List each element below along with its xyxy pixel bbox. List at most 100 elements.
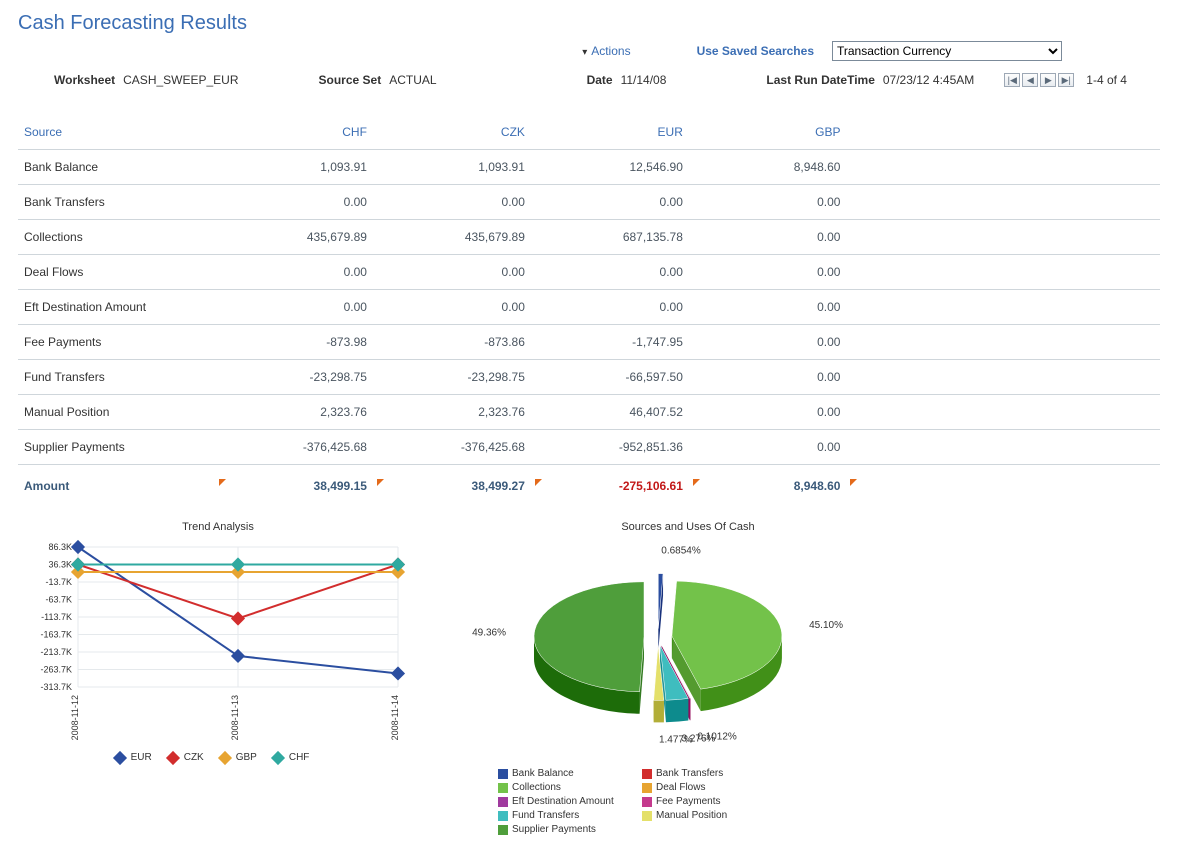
amount-value: 38,499.27 xyxy=(373,465,531,504)
col-chf[interactable]: CHF xyxy=(215,115,373,150)
table-row: Fund Transfers-23,298.75-23,298.75-66,59… xyxy=(18,360,1160,395)
cell-value: 435,679.89 xyxy=(215,220,373,255)
trend-chart-svg: 86.3K36.3K-13.7K-63.7K-113.7K-163.7K-213… xyxy=(18,537,418,747)
sourceset-label: Source Set xyxy=(319,73,382,87)
table-row: Fee Payments-873.98-873.86-1,747.950.00 xyxy=(18,325,1160,360)
legend-swatch-icon xyxy=(498,797,508,807)
pager-next-icon[interactable]: ▶ xyxy=(1040,73,1056,87)
legend-marker-icon xyxy=(166,751,180,765)
legend-item: Fee Payments xyxy=(642,795,772,809)
cell-value: -66,597.50 xyxy=(531,360,689,395)
cell-value: 0.00 xyxy=(373,290,531,325)
legend-item: GBP xyxy=(218,751,257,765)
legend-item: Bank Balance xyxy=(498,767,628,781)
lastrun-value: 07/23/12 4:45AM xyxy=(883,73,974,87)
pager-first-icon[interactable]: |◀ xyxy=(1004,73,1020,87)
amount-value: 38,499.15 xyxy=(215,465,373,504)
results-table: Source CHF CZK EUR GBP Bank Balance1,093… xyxy=(18,115,1160,503)
legend-swatch-icon xyxy=(498,783,508,793)
legend-swatch-icon xyxy=(498,769,508,779)
col-gbp[interactable]: GBP xyxy=(689,115,847,150)
legend-item: Collections xyxy=(498,781,628,795)
cell-value: -23,298.75 xyxy=(373,360,531,395)
cell-value: -873.98 xyxy=(215,325,373,360)
cell-value: 46,407.52 xyxy=(531,395,689,430)
flag-icon xyxy=(219,479,226,486)
pager-prev-icon[interactable]: ◀ xyxy=(1022,73,1038,87)
svg-text:49.36%: 49.36% xyxy=(472,627,506,638)
flag-icon xyxy=(377,479,384,486)
svg-text:2008-11-12: 2008-11-12 xyxy=(70,695,80,740)
meta-row: Worksheet CASH_SWEEP_EUR Source Set ACTU… xyxy=(18,73,1160,87)
cell-value: 0.00 xyxy=(689,430,847,465)
legend-swatch-icon xyxy=(498,825,508,835)
row-label: Collections xyxy=(18,220,215,255)
lastrun-label: Last Run DateTime xyxy=(766,73,874,87)
svg-text:45.10%: 45.10% xyxy=(809,620,843,631)
saved-search-label: Use Saved Searches xyxy=(697,44,814,58)
pager-text: 1-4 of 4 xyxy=(1086,73,1127,87)
table-header-row: Source CHF CZK EUR GBP xyxy=(18,115,1160,150)
cell-value: -376,425.68 xyxy=(215,430,373,465)
legend-marker-icon xyxy=(271,751,285,765)
legend-swatch-icon xyxy=(498,811,508,821)
amount-value: -275,106.61 xyxy=(531,465,689,504)
date-value: 11/14/08 xyxy=(621,73,667,87)
row-label: Supplier Payments xyxy=(18,430,215,465)
trend-chart: Trend Analysis 86.3K36.3K-13.7K-63.7K-11… xyxy=(18,521,418,837)
cell-value: -873.86 xyxy=(373,325,531,360)
trend-chart-title: Trend Analysis xyxy=(18,521,418,533)
cell-value: 0.00 xyxy=(689,220,847,255)
row-label: Eft Destination Amount xyxy=(18,290,215,325)
page-title: Cash Forecasting Results xyxy=(18,12,1160,35)
table-row: Deal Flows0.000.000.000.00 xyxy=(18,255,1160,290)
cell-value: 0.00 xyxy=(689,325,847,360)
svg-text:-13.7K: -13.7K xyxy=(45,577,72,587)
flag-icon xyxy=(693,479,700,486)
col-source[interactable]: Source xyxy=(18,115,215,150)
cell-value: 0.00 xyxy=(689,185,847,220)
worksheet-value: CASH_SWEEP_EUR xyxy=(123,73,238,87)
row-label: Fee Payments xyxy=(18,325,215,360)
table-row: Eft Destination Amount0.000.000.000.00 xyxy=(18,290,1160,325)
cell-value: 0.00 xyxy=(373,255,531,290)
cell-value: 435,679.89 xyxy=(373,220,531,255)
col-czk[interactable]: CZK xyxy=(373,115,531,150)
svg-text:1.477%: 1.477% xyxy=(659,734,693,745)
cell-value: 0.00 xyxy=(689,255,847,290)
col-eur[interactable]: EUR xyxy=(531,115,689,150)
cell-value: -952,851.36 xyxy=(531,430,689,465)
pie-chart-title: Sources and Uses Of Cash xyxy=(458,521,918,533)
pie-chart: Sources and Uses Of Cash 0.6854%45.10%0.… xyxy=(458,521,918,837)
saved-search-select[interactable]: Transaction Currency xyxy=(832,41,1062,61)
cell-value: -23,298.75 xyxy=(215,360,373,395)
legend-item: CHF xyxy=(271,751,310,765)
cell-value: 0.00 xyxy=(689,395,847,430)
cell-value: -1,747.95 xyxy=(531,325,689,360)
svg-text:-213.7K: -213.7K xyxy=(40,647,72,657)
pie-chart-svg: 0.6854%45.10%0.1012%3.276%1.477%49.36% xyxy=(458,537,918,767)
legend-swatch-icon xyxy=(642,783,652,793)
svg-text:-313.7K: -313.7K xyxy=(40,682,72,692)
pager-last-icon[interactable]: ▶| xyxy=(1058,73,1074,87)
svg-text:-63.7K: -63.7K xyxy=(45,595,72,605)
cell-value: 0.00 xyxy=(373,185,531,220)
legend-item: Bank Transfers xyxy=(642,767,772,781)
legend-item: Eft Destination Amount xyxy=(498,795,628,809)
cell-value: 0.00 xyxy=(215,185,373,220)
legend-item: Fund Transfers xyxy=(498,809,628,823)
legend-swatch-icon xyxy=(642,769,652,779)
legend-item: Manual Position xyxy=(642,809,772,823)
flag-icon xyxy=(850,479,857,486)
legend-item: EUR xyxy=(113,751,152,765)
legend-item: CZK xyxy=(166,751,204,765)
svg-text:2008-11-13: 2008-11-13 xyxy=(230,695,240,740)
actions-menu[interactable]: Actions xyxy=(582,44,630,58)
table-row: Collections435,679.89435,679.89687,135.7… xyxy=(18,220,1160,255)
cell-value: 12,546.90 xyxy=(531,150,689,185)
sourceset-value: ACTUAL xyxy=(389,73,436,87)
cell-value: 0.00 xyxy=(531,255,689,290)
cell-value: 0.00 xyxy=(215,290,373,325)
legend-swatch-icon xyxy=(642,811,652,821)
cell-value: 2,323.76 xyxy=(215,395,373,430)
